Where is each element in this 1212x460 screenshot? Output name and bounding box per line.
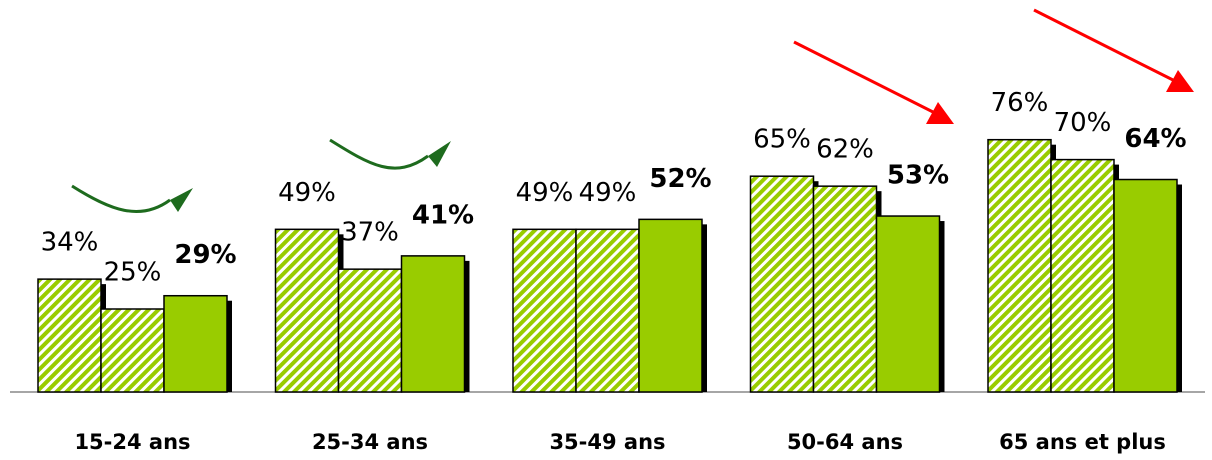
green-arrow-head xyxy=(428,141,451,167)
bar xyxy=(512,228,577,393)
bar xyxy=(163,294,228,393)
x-tick-label: 50-64 ans xyxy=(787,430,903,454)
red-arrow xyxy=(793,40,936,115)
x-tick-label: 25-34 ans xyxy=(312,430,428,454)
red-arrow xyxy=(1033,8,1176,83)
bar xyxy=(812,185,878,393)
value-label: 49% xyxy=(278,178,336,208)
bar xyxy=(37,278,102,393)
bar xyxy=(100,308,165,393)
bar xyxy=(337,268,403,393)
value-label: 29% xyxy=(174,240,236,270)
value-label: 34% xyxy=(41,228,99,258)
red-arrow-head xyxy=(1166,70,1194,92)
bar xyxy=(1113,178,1178,393)
green-arrow xyxy=(71,184,171,214)
value-label: 52% xyxy=(649,164,711,194)
bar xyxy=(749,175,815,393)
value-label: 37% xyxy=(341,218,399,248)
x-tick-label: 65 ans et plus xyxy=(999,430,1166,454)
green-arrow-head xyxy=(170,188,193,212)
red-arrow-head xyxy=(926,102,954,124)
value-label: 65% xyxy=(753,125,811,155)
bar xyxy=(1050,158,1115,393)
bar xyxy=(400,255,466,393)
value-label: 70% xyxy=(1054,108,1112,138)
value-label: 64% xyxy=(1124,124,1186,154)
bar xyxy=(575,228,640,393)
value-label: 49% xyxy=(516,178,574,208)
bar xyxy=(274,228,340,393)
trend-arrows xyxy=(71,8,1194,214)
bar xyxy=(875,215,941,393)
value-label: 25% xyxy=(104,258,162,288)
value-label: 76% xyxy=(991,88,1049,118)
x-tick-label: 35-49 ans xyxy=(549,430,665,454)
green-arrow xyxy=(329,138,429,170)
bar xyxy=(987,138,1052,393)
value-label: 41% xyxy=(412,200,474,230)
value-label: 53% xyxy=(887,161,949,191)
bar xyxy=(638,218,703,393)
x-tick-label: 15-24 ans xyxy=(74,430,190,454)
value-label: 49% xyxy=(579,178,637,208)
value-label: 62% xyxy=(816,135,874,165)
